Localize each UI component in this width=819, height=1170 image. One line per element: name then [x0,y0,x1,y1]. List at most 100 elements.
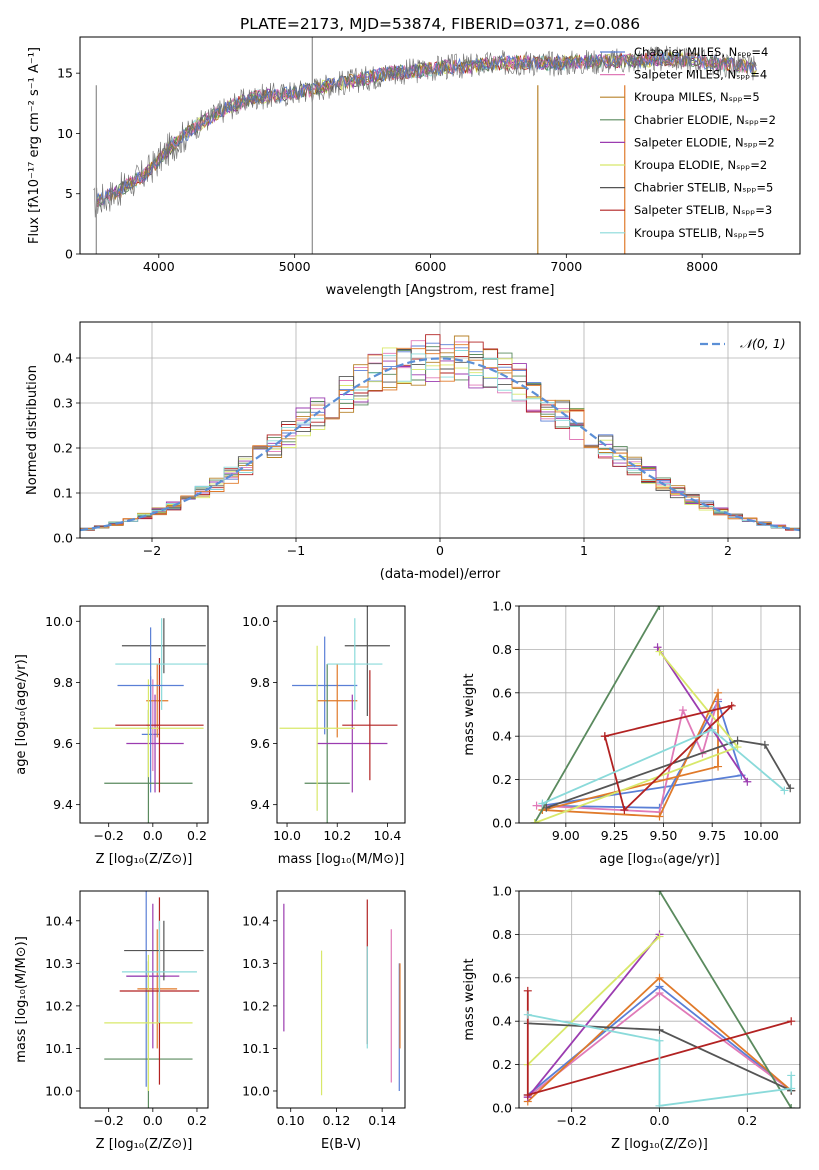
y-tick-label: 1.0 [492,599,512,614]
y-tick-label: 1.0 [492,884,512,899]
x-axis-label: mass [log₁₀(M/M⊙)] [278,852,405,867]
legend-label: Chabrier STELIB, Nₛₚₚ=5 [634,181,773,195]
axes-frame [276,890,406,1109]
series-marker [655,1101,664,1108]
legend-label: Chabrier MILES, Nₛₚₚ=4 [634,45,768,59]
x-axis-label: (data-model)/error [380,567,501,582]
y-tick-label: 0.8 [492,642,512,657]
mass-weight-series-line [658,891,792,1108]
mass-weight-vs-age-panel: 9.00 9.25 9.50 9.75 10.00 0.0 0.2 0.4 0.6 0.8 1.0 a… [462,599,801,867]
mass-weight-series-line [527,935,661,1066]
series-marker [542,803,551,812]
series-marker [787,1017,796,1026]
y-tick-label: 0.6 [492,685,512,700]
x-tick-label: −0.2 [557,1113,587,1128]
mass-weight-series-line [542,692,719,818]
x-tick-label: 0.2 [737,1113,757,1128]
mass-weight-series-line [527,933,661,1098]
series-marker [600,732,609,741]
y-tick-label: 10.2 [242,998,270,1013]
x-tick-label: 8000 [686,259,718,274]
y-tick-label: 10.0 [45,614,73,629]
plot-area [279,606,398,823]
axes-frame [79,36,801,255]
x-tick-label: 0.2 [187,1113,207,1128]
y-tick-label: 0.4 [492,1014,512,1029]
series-marker [655,932,664,941]
y-tick-label: 5 [65,186,73,201]
y-tick-label: 9.8 [53,675,73,690]
y-tick-label: 10 [57,126,73,141]
series-marker [523,986,532,995]
y-tick-label: 9.6 [53,736,73,751]
y-tick-label: 0.2 [53,441,73,456]
y-tick-label: 10.2 [45,998,73,1013]
x-tick-label: 0.0 [143,828,163,843]
x-tick-label: 0.10 [277,1113,305,1128]
y-tick-label: 10.1 [242,1041,270,1056]
x-tick-label: −0.2 [94,828,124,843]
series-marker [787,1071,796,1080]
y-tick-label: 10.0 [45,1083,73,1098]
series-marker [523,1090,532,1099]
observed-spectrum-line [93,45,757,218]
y-axis-label: Normed distribution [25,365,40,495]
x-tick-label: 9.00 [552,828,580,843]
residuals-histogram-panel: −2 −1 0 1 2 0.0 0.1 0.2 0.3 0.4 (data-model)/error… [25,321,801,582]
x-tick-label: 0.14 [368,1113,396,1128]
y-tick-label: 15 [57,66,73,81]
x-tick-label: 5000 [279,259,311,274]
y-tick-label: 9.8 [250,675,270,690]
series-marker [655,647,664,656]
series-marker [708,725,717,734]
y-tick-label: 10.4 [242,913,270,928]
x-axis-label: Z [log₁₀(Z/Z⊙)] [96,1137,193,1152]
plot-area [283,899,401,1096]
y-axis-label: mass weight [462,958,477,1040]
series-marker [655,606,664,610]
y-tick-label: 0.0 [492,1101,512,1116]
x-tick-label: 10.00 [743,828,779,843]
x-axis-label: E(B-V) [321,1137,361,1152]
series-marker [787,1084,796,1093]
x-tick-label: 9.50 [649,828,677,843]
y-tick-label: 0.0 [53,531,73,546]
series-marker [655,812,664,821]
y-axis-label: Flux [fλ10⁻¹⁷ erg cm⁻² s⁻¹ A⁻¹] [27,47,42,244]
mass-weight-series-line [546,739,791,809]
x-tick-label: 0.12 [323,1113,351,1128]
y-tick-label: 9.6 [250,736,270,751]
axes-frame [79,605,209,824]
plot-area [80,334,800,532]
legend-label: Kroupa MILES, Nₛₚₚ=5 [634,90,760,104]
series-marker [786,784,795,793]
series-marker [714,762,723,771]
x-tick-label: 2 [724,543,732,558]
y-tick-label: 0.8 [492,927,512,942]
legend-label: Chabrier ELODIE, Nₛₚₚ=2 [634,113,776,127]
x-axis-label: age [log₁₀(age/yr)] [599,852,720,867]
x-tick-label: 10.2 [323,828,351,843]
legend-label: Salpeter STELIB, Nₛₚₚ=3 [634,203,772,217]
plot-area [530,606,795,823]
mass-weight-vs-metallicity-panel: −0.2 0.0 0.2 0.0 0.2 0.4 0.6 0.8 1.0 Z [log₁₀(Z/Z… [462,884,801,1152]
series-marker [733,736,742,745]
series-marker [655,973,664,982]
y-axis-label: mass weight [462,673,477,755]
x-tick-label: 6000 [415,259,447,274]
mass-weight-series-line [656,646,749,783]
x-tick-label: 9.25 [601,828,629,843]
y-axis-label: mass [log₁₀(M/M⊙)] [14,936,29,1063]
x-tick-label: −0.2 [94,1113,124,1128]
plot-area [93,618,208,823]
age-vs-mass-panel: 10.0 10.2 10.4 9.4 9.6 9.8 10.0 mass [log₁₀(M/M… [242,605,406,867]
figure-title: PLATE=2173, MJD=53874, FIBERID=0371, z=0… [240,15,640,33]
series-marker [655,988,664,997]
series-marker [655,1025,664,1034]
spectrum-legend: Chabrier MILES, Nₛₚₚ=4 Salpeter MILES, Nₛ… [600,45,776,240]
model-fit-line [95,51,757,208]
y-tick-label: 0.1 [53,486,73,501]
residual-histogram-step [80,344,800,530]
y-tick-label: 0.3 [53,396,73,411]
